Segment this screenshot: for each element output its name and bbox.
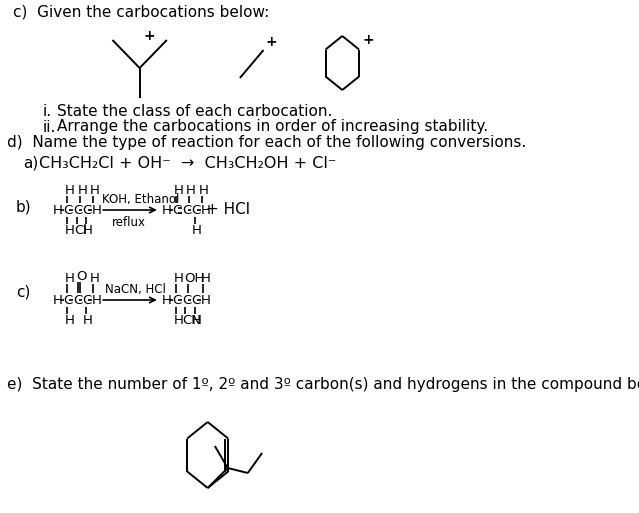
Text: NaCN, HCl: NaCN, HCl [105, 283, 166, 295]
Text: + HCl: + HCl [206, 203, 250, 218]
Text: C: C [182, 204, 191, 216]
Text: d)  Name the type of reaction for each of the following conversions.: d) Name the type of reaction for each of… [7, 135, 527, 150]
Text: H: H [65, 313, 74, 326]
Text: H: H [201, 271, 210, 285]
Text: H: H [186, 184, 196, 196]
Text: C: C [64, 293, 73, 306]
Text: C: C [73, 204, 82, 216]
Text: C: C [182, 293, 191, 306]
Text: a): a) [23, 155, 38, 170]
Text: H: H [91, 293, 102, 306]
Text: +: + [266, 35, 277, 49]
Text: State the class of each carbocation.: State the class of each carbocation. [58, 105, 333, 120]
Text: H: H [173, 271, 183, 285]
Text: H: H [77, 184, 87, 196]
Text: C: C [64, 204, 73, 216]
Text: C: C [191, 293, 201, 306]
Text: Cl: Cl [75, 224, 88, 236]
Text: b): b) [16, 200, 31, 214]
Text: H: H [201, 293, 210, 306]
Text: H: H [199, 184, 209, 196]
Text: H: H [201, 204, 210, 216]
Text: C: C [82, 293, 91, 306]
Text: H: H [162, 204, 172, 216]
Text: +: + [143, 29, 155, 43]
Text: H: H [53, 204, 63, 216]
Text: KOH, Ethanol: KOH, Ethanol [102, 192, 180, 206]
Text: c)  Given the carbocations below:: c) Given the carbocations below: [13, 5, 269, 19]
Text: H: H [192, 224, 202, 236]
Text: C: C [191, 204, 201, 216]
Text: C: C [173, 204, 182, 216]
Text: H: H [90, 271, 100, 285]
Text: CH₃CH₂Cl + OH⁻  →  CH₃CH₂OH + Cl⁻: CH₃CH₂Cl + OH⁻ → CH₃CH₂OH + Cl⁻ [40, 155, 337, 170]
Text: +: + [362, 33, 374, 47]
Text: H: H [65, 224, 74, 236]
Text: H: H [90, 184, 100, 196]
Text: C: C [73, 293, 82, 306]
Text: H: H [53, 293, 63, 306]
Text: e)  State the number of 1º, 2º and 3º carbon(s) and hydrogens in the compound be: e) State the number of 1º, 2º and 3º car… [7, 378, 639, 392]
Text: H: H [91, 204, 102, 216]
Text: H: H [162, 293, 172, 306]
Text: H: H [65, 184, 74, 196]
Text: Arrange the carbocations in order of increasing stability.: Arrange the carbocations in order of inc… [58, 120, 488, 134]
Text: ii.: ii. [43, 120, 56, 134]
Text: H: H [192, 313, 202, 326]
Text: H: H [83, 313, 93, 326]
Text: O: O [76, 269, 86, 283]
Text: reflux: reflux [112, 215, 146, 228]
Text: CN: CN [183, 313, 202, 326]
Text: C: C [173, 293, 182, 306]
Text: H: H [65, 271, 74, 285]
Text: H: H [173, 184, 183, 196]
Text: H: H [83, 224, 93, 236]
Text: H: H [173, 313, 183, 326]
Text: C: C [82, 204, 91, 216]
Text: c): c) [16, 285, 30, 300]
Text: OH: OH [184, 271, 204, 285]
Text: i.: i. [43, 105, 52, 120]
